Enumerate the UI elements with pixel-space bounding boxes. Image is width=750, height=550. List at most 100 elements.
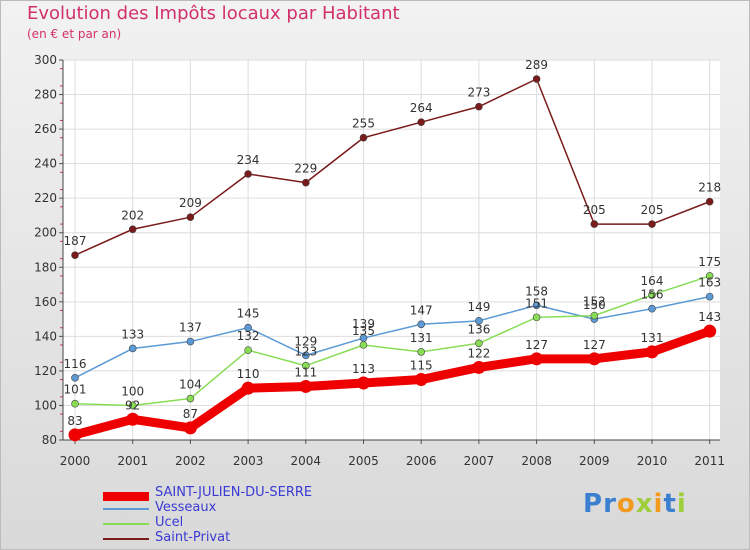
x-tick-label: 2002 — [175, 454, 206, 468]
data-label-vesseaux: 163 — [698, 276, 721, 290]
data-label-vesseaux: 150 — [583, 298, 606, 312]
data-point-saint-privat — [532, 75, 541, 83]
data-label-saint-privat: 273 — [467, 86, 490, 100]
x-tick-label: 2008 — [521, 454, 552, 468]
data-label-vesseaux: 137 — [179, 321, 202, 335]
x-tick-label: 2003 — [233, 454, 264, 468]
data-label-saint-privat: 264 — [410, 101, 433, 115]
data-point-saint-julien-du-serre — [183, 421, 197, 435]
data-label-saint-julien-du-serre: 92 — [125, 398, 140, 412]
data-point-ucel — [359, 341, 368, 349]
data-label-vesseaux: 156 — [641, 288, 664, 302]
data-label-vesseaux: 149 — [467, 300, 490, 314]
data-point-vesseaux — [475, 317, 483, 325]
legend-label-vesseaux: Vesseaux — [155, 500, 217, 515]
data-point-vesseaux — [186, 337, 195, 346]
data-label-ucel: 131 — [410, 331, 433, 345]
data-label-saint-julien-du-serre: 115 — [410, 359, 433, 373]
plot-area — [63, 60, 720, 440]
data-point-saint-privat — [186, 213, 195, 221]
data-label-ucel: 132 — [237, 329, 260, 343]
data-point-saint-privat — [359, 133, 368, 142]
data-point-vesseaux — [244, 323, 252, 332]
series-line-saint-julien-du-serre — [70, 326, 715, 440]
data-label-saint-privat: 205 — [583, 203, 606, 217]
y-tick-label: 100 — [34, 398, 57, 412]
data-point-ucel — [128, 401, 137, 410]
x-tick-label: 2005 — [348, 454, 379, 468]
y-tick-label: 140 — [34, 329, 57, 343]
x-tick-label: 2009 — [579, 454, 610, 468]
data-point-saint-julien-du-serre — [126, 412, 140, 426]
data-point-saint-privat — [71, 251, 79, 259]
data-point-saint-privat — [648, 220, 656, 228]
data-label-saint-privat: 202 — [121, 208, 144, 222]
data-point-vesseaux — [705, 292, 714, 301]
data-point-saint-julien-du-serre — [472, 360, 486, 374]
data-label-saint-julien-du-serre: 122 — [467, 346, 490, 360]
data-label-ucel: 151 — [525, 296, 548, 310]
data-label-ucel: 101 — [64, 383, 87, 397]
data-point-ucel — [244, 346, 252, 354]
y-tick-label: 200 — [34, 226, 57, 240]
data-point-saint-privat — [417, 118, 426, 126]
y-tick-label: 260 — [34, 122, 57, 136]
data-point-vesseaux — [128, 344, 137, 353]
data-label-ucel: 175 — [698, 255, 721, 269]
data-label-ucel: 123 — [294, 345, 317, 359]
data-point-vesseaux — [301, 351, 310, 360]
data-label-ucel: 104 — [179, 378, 202, 392]
legend-line-saint-julien — [103, 492, 149, 501]
legend-label-saint-privat: Saint-Privat — [155, 530, 231, 545]
data-label-saint-privat: 289 — [525, 58, 548, 72]
data-label-saint-julien-du-serre: 113 — [352, 362, 375, 376]
x-tick-label: 2011 — [694, 454, 725, 468]
data-point-ucel — [648, 291, 656, 299]
data-label-saint-julien-du-serre: 83 — [67, 414, 82, 428]
data-point-saint-julien-du-serre — [68, 428, 82, 442]
data-label-ucel: 100 — [121, 384, 144, 398]
data-label-saint-julien-du-serre: 110 — [237, 367, 260, 381]
data-point-ucel — [71, 399, 79, 408]
logo-letter: t — [663, 489, 677, 519]
y-tick-label: 240 — [34, 157, 57, 171]
data-point-ucel — [475, 339, 483, 348]
data-point-saint-julien-du-serre — [414, 373, 428, 387]
data-point-saint-privat — [475, 102, 483, 111]
x-tick-label: 2001 — [117, 454, 148, 468]
x-tick-label: 2007 — [464, 454, 495, 468]
y-tick-label: 280 — [34, 88, 57, 102]
series-line-vesseaux — [74, 295, 711, 379]
data-point-saint-julien-du-serre — [299, 379, 313, 393]
y-tick-label: 120 — [34, 364, 57, 378]
data-label-ucel: 136 — [467, 322, 490, 336]
logo-letter: x — [635, 489, 654, 519]
data-point-ucel — [186, 394, 195, 403]
data-label-vesseaux: 139 — [352, 317, 375, 331]
data-point-saint-julien-du-serre — [357, 376, 370, 390]
data-label-saint-julien-du-serre: 127 — [583, 338, 606, 352]
data-point-vesseaux — [417, 320, 426, 329]
logo-letter: i — [653, 489, 664, 519]
y-tick-label: 80 — [42, 433, 57, 447]
data-point-saint-privat — [301, 178, 310, 187]
data-label-saint-privat: 209 — [179, 196, 202, 210]
proxiti-logo: Proxiti — [583, 489, 687, 519]
data-label-vesseaux: 147 — [410, 303, 433, 317]
data-label-vesseaux: 158 — [525, 284, 548, 298]
y-tick-label: 160 — [34, 295, 57, 309]
data-point-ucel — [705, 272, 714, 280]
logo-letter: i — [676, 489, 687, 519]
data-point-vesseaux — [648, 304, 656, 313]
y-tick-label: 300 — [34, 53, 57, 67]
chart-title: Evolution des Impôts locaux par Habitant — [27, 3, 400, 24]
data-label-vesseaux: 129 — [294, 334, 317, 348]
data-point-saint-julien-du-serre — [703, 324, 717, 338]
data-point-saint-julien-du-serre — [645, 345, 659, 359]
data-label-saint-julien-du-serre: 127 — [525, 338, 548, 352]
data-label-vesseaux: 133 — [121, 327, 144, 341]
series-line-saint-privat — [74, 78, 711, 256]
data-point-saint-privat — [590, 220, 599, 228]
data-point-ucel — [417, 348, 426, 356]
